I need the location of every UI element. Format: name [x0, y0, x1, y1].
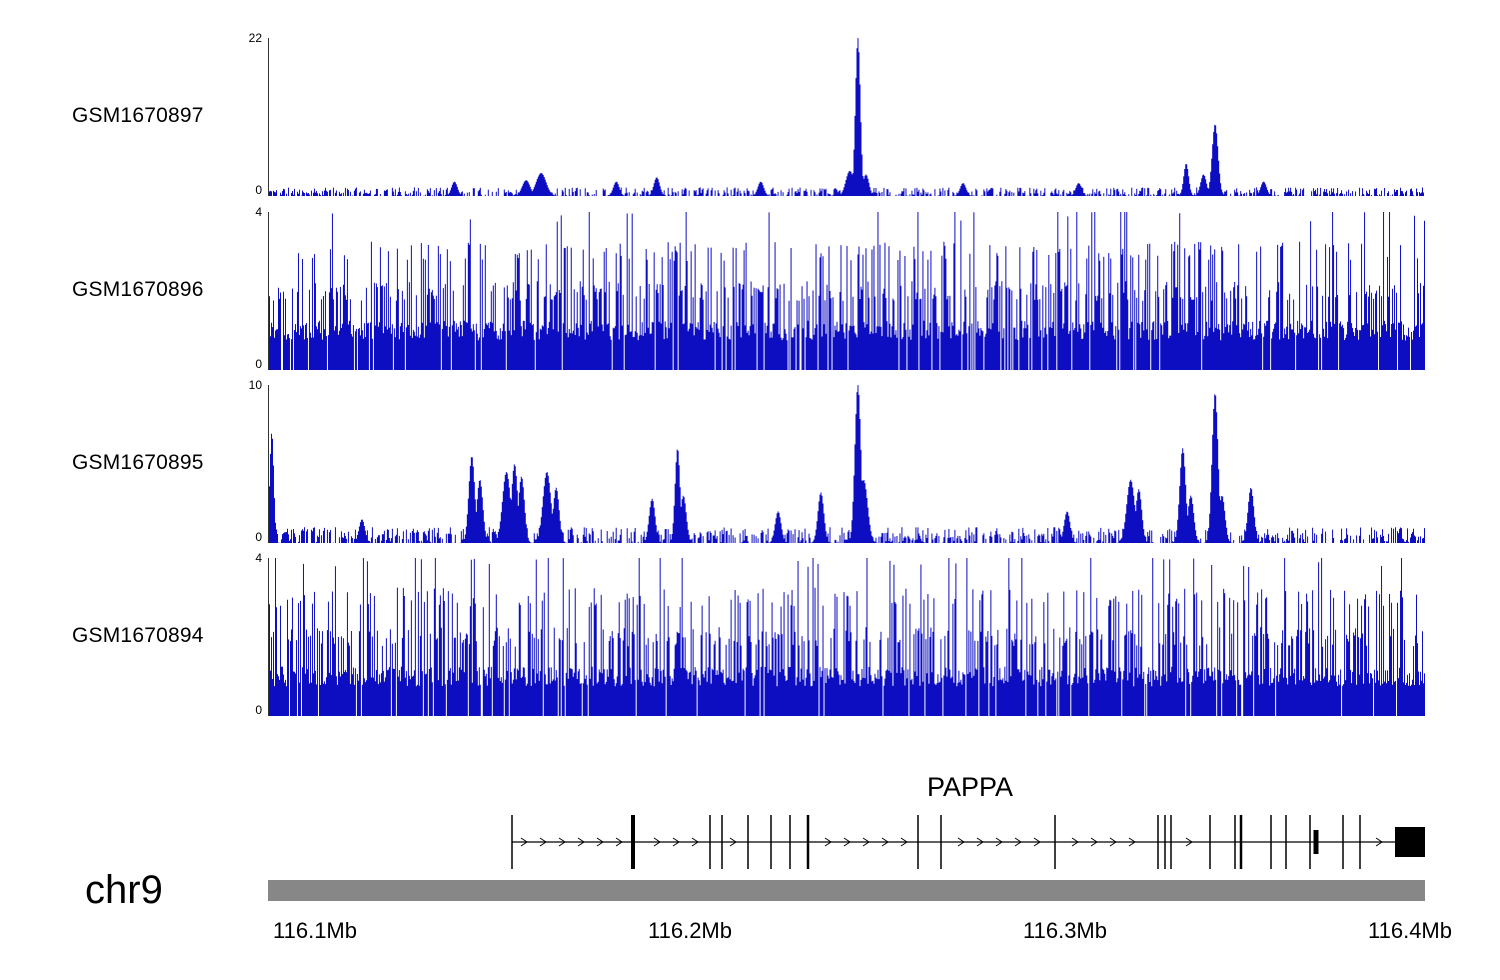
track-label-gsm1670895: GSM1670895 — [72, 451, 204, 474]
coverage-signal-area — [269, 212, 1425, 370]
axis-tick-label-116-2mb: 116.2Mb — [648, 918, 732, 943]
chromosome-ideogram-bar — [268, 880, 1425, 901]
axis-tick-label-116-4mb: 116.4Mb — [1368, 918, 1452, 943]
coverage-signal-area — [269, 385, 1425, 543]
axis-tick-label-116-3mb: 116.3Mb — [1023, 918, 1107, 943]
coverage-track-gsm1670895 — [268, 385, 1425, 543]
gene-model-track — [268, 806, 1425, 878]
track2-ymin-label: 0 — [255, 357, 262, 371]
track3-ymax-label: 10 — [248, 378, 262, 392]
axis-tick-label-116-1mb: 116.1Mb — [273, 918, 357, 943]
track-label-gsm1670896: GSM1670896 — [72, 278, 204, 301]
coverage-track-gsm1670894 — [268, 558, 1425, 716]
coverage-track-gsm1670896 — [268, 212, 1425, 370]
chromosome-label: chr9 — [85, 868, 163, 912]
track4-ymin-label: 0 — [255, 703, 262, 717]
gene-name-label: PAPPA — [926, 772, 1014, 802]
track1-ymax-label: 22 — [248, 31, 262, 45]
track1-ymin-label: 0 — [255, 183, 262, 197]
track4-ymax-label: 4 — [255, 551, 262, 565]
track-label-gsm1670894: GSM1670894 — [72, 624, 204, 647]
track-label-gsm1670897: GSM1670897 — [72, 104, 204, 127]
coverage-signal-area — [269, 558, 1425, 716]
track3-ymin-label: 0 — [255, 530, 262, 544]
gene-model-drawing — [511, 815, 1425, 869]
coverage-signal-area — [269, 38, 1425, 196]
coverage-track-gsm1670897 — [268, 38, 1425, 196]
track2-ymax-label: 4 — [255, 205, 262, 219]
